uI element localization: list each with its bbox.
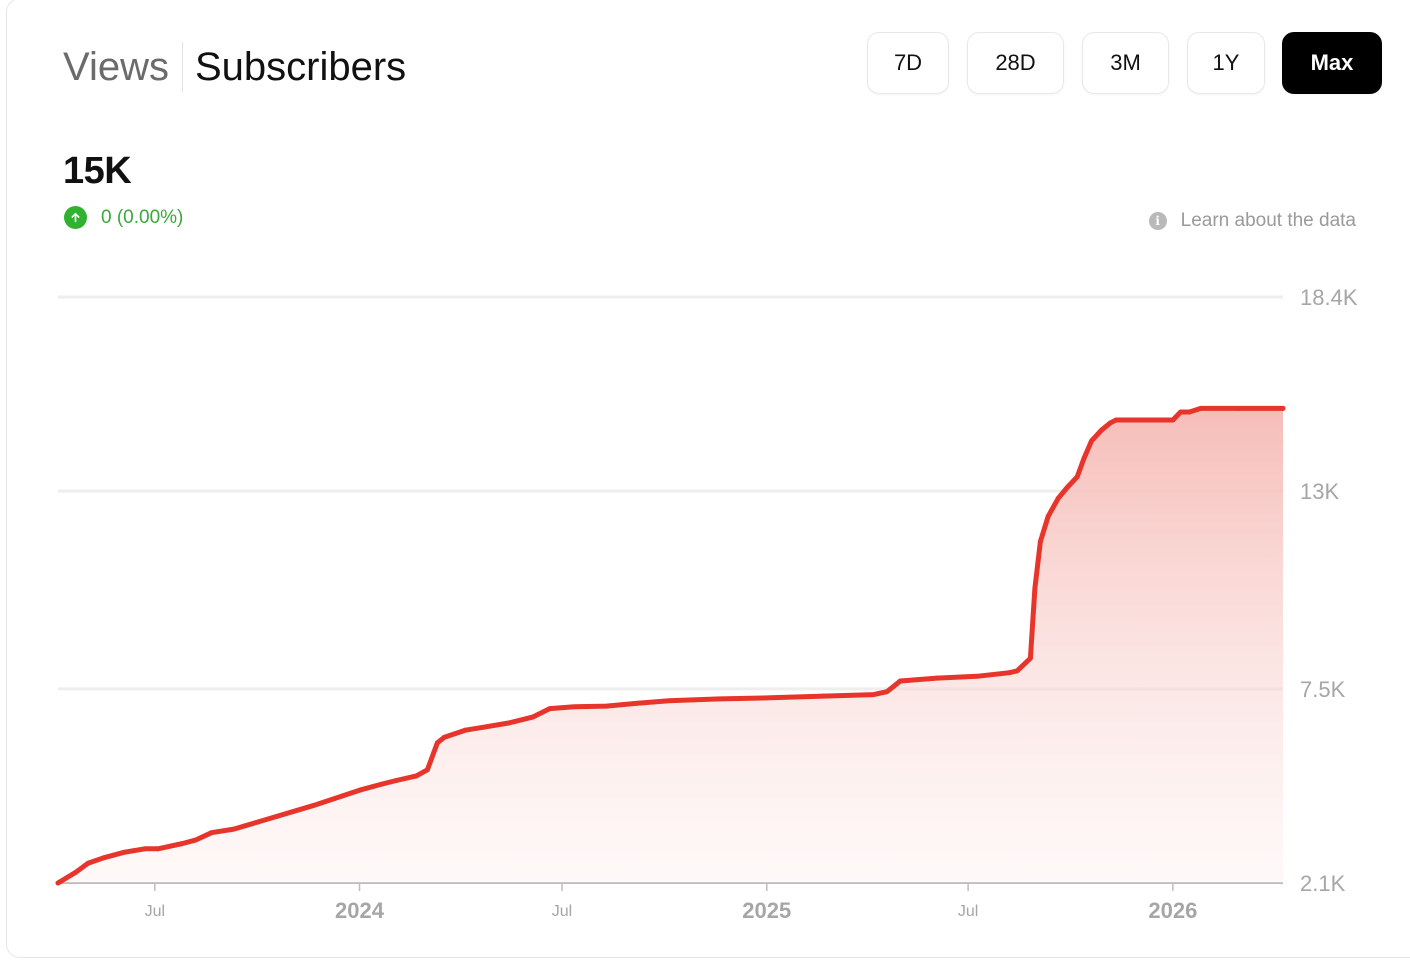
tab-subscribers[interactable]: Subscribers xyxy=(194,45,407,89)
data-point xyxy=(142,846,148,852)
data-point xyxy=(435,740,440,746)
arrow-up-icon xyxy=(64,206,87,229)
y-tick-label: 13K xyxy=(1300,479,1339,504)
data-point xyxy=(1128,417,1133,423)
data-point xyxy=(974,673,980,679)
data-point xyxy=(1028,655,1033,661)
data-point xyxy=(393,778,399,783)
data-point xyxy=(1099,427,1105,433)
range-28d-button[interactable]: 28D xyxy=(967,32,1064,94)
learn-link-label: Learn about the data xyxy=(1180,210,1356,231)
data-point xyxy=(357,787,362,793)
data-point xyxy=(255,819,261,825)
y-tick-label: 18.4K xyxy=(1300,285,1358,310)
learn-about-data-link[interactable]: i Learn about the data xyxy=(1148,210,1356,232)
data-point xyxy=(480,724,486,730)
range-max-button[interactable]: Max xyxy=(1282,32,1382,94)
data-point xyxy=(1151,417,1157,423)
data-point xyxy=(604,703,609,709)
data-point xyxy=(666,698,672,704)
data-point xyxy=(413,773,419,779)
data-point xyxy=(441,734,447,740)
data-point xyxy=(547,706,553,712)
data-point xyxy=(73,869,79,875)
data-point xyxy=(1055,495,1061,501)
data-point xyxy=(1038,539,1043,544)
data-point xyxy=(897,678,903,684)
info-icon: i xyxy=(1148,212,1167,230)
range-1y-button[interactable]: 1Y xyxy=(1187,32,1265,94)
data-point xyxy=(1074,474,1080,480)
data-point xyxy=(209,830,214,836)
change-value: 0 (0.00%) xyxy=(101,206,184,228)
data-point xyxy=(231,826,237,832)
data-point xyxy=(1032,585,1038,591)
data-point xyxy=(1198,406,1204,411)
data-point xyxy=(155,846,161,852)
change-indicator: 0 (0.00%) xyxy=(64,206,183,229)
data-point xyxy=(1170,417,1176,423)
data-point xyxy=(101,855,107,861)
data-point xyxy=(1187,409,1192,415)
data-point xyxy=(424,767,430,773)
range-7d-button[interactable]: 7D xyxy=(867,32,949,94)
data-point xyxy=(717,696,723,702)
data-point xyxy=(520,717,526,722)
data-point xyxy=(1081,456,1087,462)
x-tick-label: 2026 xyxy=(1148,898,1197,923)
data-point xyxy=(1014,668,1020,674)
data-point xyxy=(871,692,876,698)
data-point xyxy=(1236,406,1241,411)
x-tick-label: 2025 xyxy=(742,898,791,923)
data-point xyxy=(1064,485,1070,490)
tab-views[interactable]: Views xyxy=(63,42,183,92)
metric-tabs: Views Subscribers xyxy=(63,42,406,92)
data-point xyxy=(1089,438,1095,444)
data-point xyxy=(379,781,385,787)
data-point xyxy=(1006,670,1012,676)
data-point xyxy=(121,850,127,855)
data-point xyxy=(1045,513,1051,519)
x-tick-label: Jul xyxy=(958,903,978,920)
data-point xyxy=(635,700,641,706)
data-point xyxy=(884,689,890,695)
x-tick-label: Jul xyxy=(552,903,572,920)
data-point xyxy=(934,675,940,681)
y-tick-label: 7.5K xyxy=(1300,677,1346,702)
data-point xyxy=(1280,406,1286,411)
data-point xyxy=(193,837,199,843)
data-point xyxy=(55,880,61,886)
data-point xyxy=(764,695,770,701)
data-point xyxy=(85,860,91,866)
subscriber-count: 15K xyxy=(63,150,132,192)
data-point xyxy=(506,720,512,726)
range-3m-button[interactable]: 3M xyxy=(1082,32,1169,94)
data-point xyxy=(180,841,186,846)
x-tick-label: 2024 xyxy=(335,898,385,923)
range-selector: 7D 28D 3M 1Y Max xyxy=(0,32,1410,96)
data-point xyxy=(1108,420,1113,426)
data-point xyxy=(821,693,826,699)
data-point xyxy=(1178,409,1184,415)
data-point xyxy=(1113,417,1119,423)
data-point xyxy=(530,714,536,720)
x-tick-label: Jul xyxy=(145,903,165,920)
data-point xyxy=(571,704,577,710)
y-tick-label: 2.1K xyxy=(1300,871,1346,896)
area-fill xyxy=(58,408,1283,883)
data-point xyxy=(310,803,316,809)
data-point xyxy=(462,727,468,733)
